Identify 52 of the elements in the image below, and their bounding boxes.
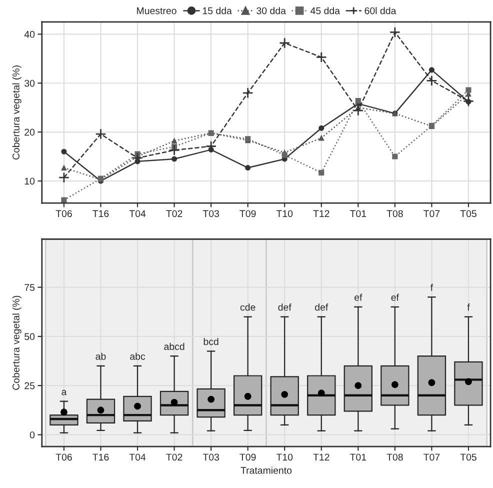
x-tick-label: T16 [92,454,109,461]
x-tick-label: T06 [56,454,72,461]
legend-label: 60l dda [364,7,396,14]
legend-label: 30 dda [256,7,286,14]
x-tick-label: T04 [129,210,146,218]
x-tick-label: T01 [350,210,366,218]
y-tick-label: 10 [24,178,35,185]
x-tick-label: T10 [276,454,293,461]
x-tick-label: T16 [92,210,109,218]
y-axis-title: Cobertura vegetal (%) [12,66,22,160]
annotation: def [315,304,328,311]
annotation: f [430,284,434,291]
x-tick-label: T07 [424,210,440,218]
x-tick-label: T09 [240,210,256,218]
y-tick-label: 75 [24,284,35,291]
annotation: ef [391,294,399,301]
x-tick-label: T09 [240,454,256,461]
x-tick-label: T08 [386,454,403,461]
y-tick-label: 30 [24,80,35,87]
y-tick-label: 50 [24,333,35,340]
x-tick-label: T03 [202,210,220,218]
y-tick-label: 25 [24,382,35,390]
x-tick-label: T05 [460,454,476,461]
x-tick-label: T06 [56,210,72,218]
x-tick-label: T01 [350,454,366,461]
x-tick-label: T12 [313,454,330,461]
x-tick-label: T02 [166,210,182,218]
y-tick-label: 0 [30,431,35,438]
x-tick-label: T02 [166,454,182,461]
x-tick-label: T12 [313,210,330,217]
y-axis-title: Cobertura vegetal (%) [12,296,22,390]
annotation: bcd [204,338,218,346]
annotation: cde [240,304,256,311]
annotation: abc [130,352,146,360]
x-tick-label: T07 [424,454,440,461]
x-tick-label: T03 [202,454,220,461]
x-tick-label: T08 [386,210,403,218]
legend-label: 45 dda [310,7,340,14]
annotation: a [62,390,67,396]
x-tick-label: T04 [129,454,146,461]
x-tick-label: T05 [460,210,476,218]
y-tick-label: 20 [24,128,35,136]
annotation: def [278,304,292,311]
annotation: ab [96,352,106,360]
legend-label: 15 dda [202,7,232,14]
x-tick-label: T10 [276,210,293,218]
y-tick-label: 40 [24,30,35,38]
x-axis-title: Tratamiento [240,466,292,474]
legend-title: Muestreo [137,7,176,14]
annotation: ef [354,294,362,301]
annotation: abcd [164,342,184,350]
annotation: f [467,304,470,311]
